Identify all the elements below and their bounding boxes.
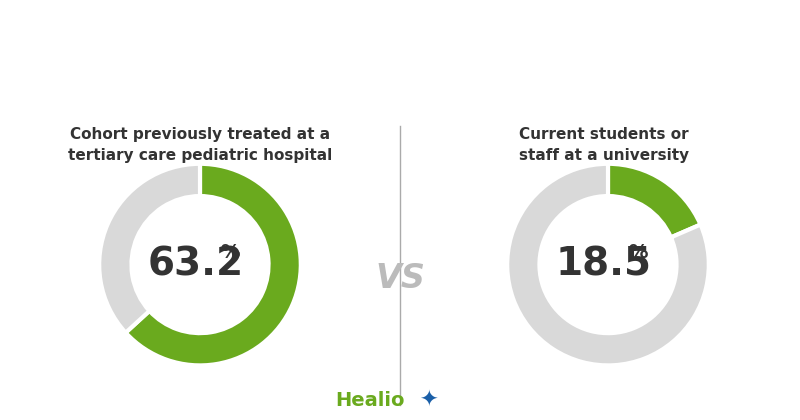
Text: 63.2: 63.2 — [148, 246, 244, 284]
Text: Healio: Healio — [336, 391, 405, 410]
Wedge shape — [507, 164, 709, 365]
Wedge shape — [99, 164, 200, 333]
Wedge shape — [608, 164, 701, 237]
Text: Cohort previously treated at a
tertiary care pediatric hospital: Cohort previously treated at a tertiary … — [68, 127, 332, 163]
Text: Current students or
staff at a university: Current students or staff at a universit… — [519, 127, 689, 163]
Text: %: % — [629, 243, 648, 262]
Text: 18.5: 18.5 — [556, 246, 652, 284]
Text: VS: VS — [375, 262, 425, 295]
Text: established care with an adult asthma provider: established care with an adult asthma pr… — [121, 83, 679, 103]
Text: %: % — [221, 243, 240, 262]
Text: Proportion of respondents who have not: Proportion of respondents who have not — [161, 35, 639, 55]
Wedge shape — [126, 164, 301, 365]
Text: ✦: ✦ — [418, 391, 438, 410]
